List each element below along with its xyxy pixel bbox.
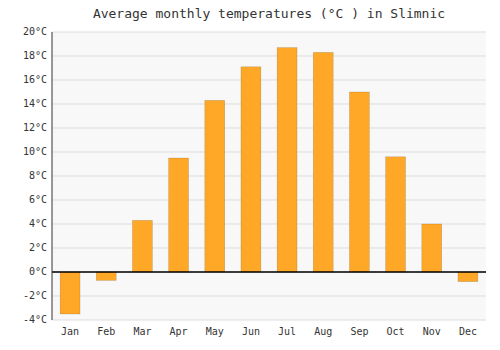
y-tick-label: 4°C [29,218,47,229]
zero-line [52,271,486,273]
y-tick-label: 16°C [23,74,47,85]
bar [169,158,189,272]
y-tick-label: 8°C [29,170,47,181]
bar [386,157,406,272]
bar [96,272,116,280]
x-tick-label: Aug [314,326,332,337]
bar [458,272,478,282]
grid-line [52,32,486,33]
bar [277,48,297,272]
bar [132,220,152,272]
bar [313,52,333,272]
x-tick-label: Dec [459,326,477,337]
y-tick-label: 18°C [23,50,47,61]
bars [60,48,478,314]
y-tick-label: 20°C [23,26,47,37]
grid-line [52,296,486,297]
grid-line [52,200,486,201]
chart: -4°C -2°C 0°C 2°C 4°C 6°C 8°C 10°C 12°C 14°C 16°C 1… [0,0,500,350]
title: Average monthly temperatures (°C ) in Sl… [93,6,445,21]
y-tick-label: 12°C [23,122,47,133]
x-tick-labels: Jan Feb Mar Apr May Jun Jul Aug Sep Oct Nov Dec [61,326,477,337]
x-tick-label: Nov [423,326,441,337]
x-tick-label: Jun [242,326,260,337]
bar [349,92,369,272]
y-tick-label: 10°C [23,146,47,157]
grid-line [52,104,486,105]
grid-line [52,128,486,129]
x-tick-label: Oct [387,326,405,337]
y-tick-label: 6°C [29,194,47,205]
grid-line [52,176,486,177]
x-tick-label: May [206,326,224,337]
x-tick-label: Feb [97,326,115,337]
grid [52,32,486,320]
bar [205,100,225,272]
y-tick-label: 14°C [23,98,47,109]
y-axis-line [52,32,53,320]
grid-line [52,152,486,153]
x-tick-label: Apr [170,326,188,337]
x-tick-label: Mar [133,326,151,337]
x-tick-label: Jul [278,326,296,337]
grid-line [52,320,486,321]
x-tick-label: Sep [350,326,368,337]
x-tick-label: Jan [61,326,79,337]
bar [60,272,80,314]
grid-line [52,56,486,57]
bar [422,224,442,272]
grid-line [52,272,486,273]
y-tick-label: -2°C [23,290,47,301]
grid-line [52,248,486,249]
y-tick-labels: -4°C -2°C 0°C 2°C 4°C 6°C 8°C 10°C 12°C 14°C 16°C 1… [23,26,47,325]
grid-line [52,224,486,225]
bar [241,67,261,272]
y-tick-label: 0°C [29,266,47,277]
grid-line [52,80,486,81]
y-tick-label: 2°C [29,242,47,253]
plot-background [52,32,486,320]
y-tick-label: -4°C [23,314,47,325]
